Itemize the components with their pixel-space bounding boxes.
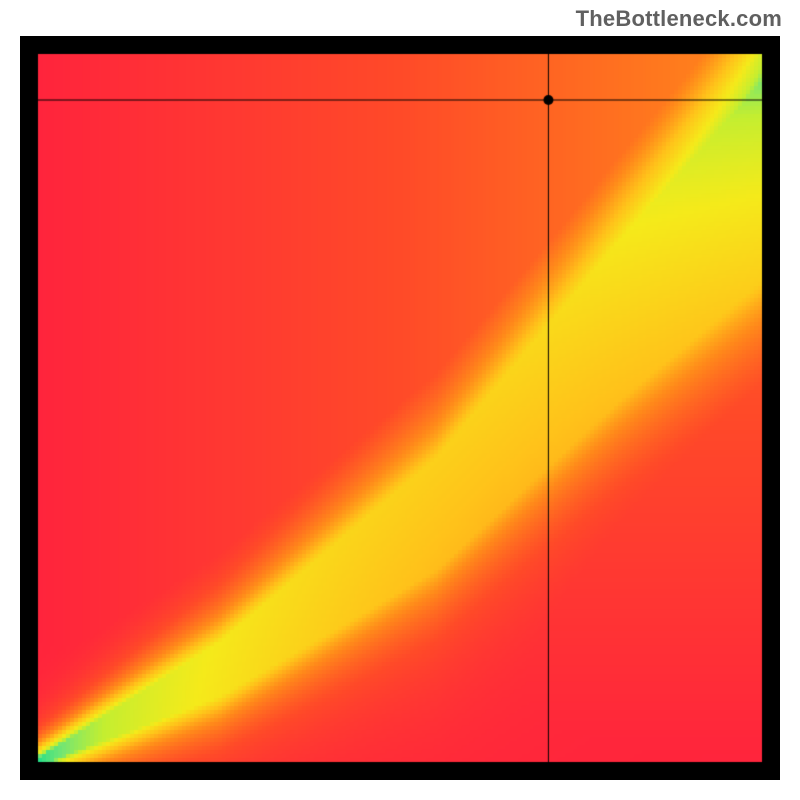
bottleneck-heatmap bbox=[20, 36, 780, 780]
chart-container: TheBottleneck.com bbox=[0, 0, 800, 800]
heatmap-canvas bbox=[20, 36, 780, 780]
watermark-text: TheBottleneck.com bbox=[576, 6, 782, 32]
